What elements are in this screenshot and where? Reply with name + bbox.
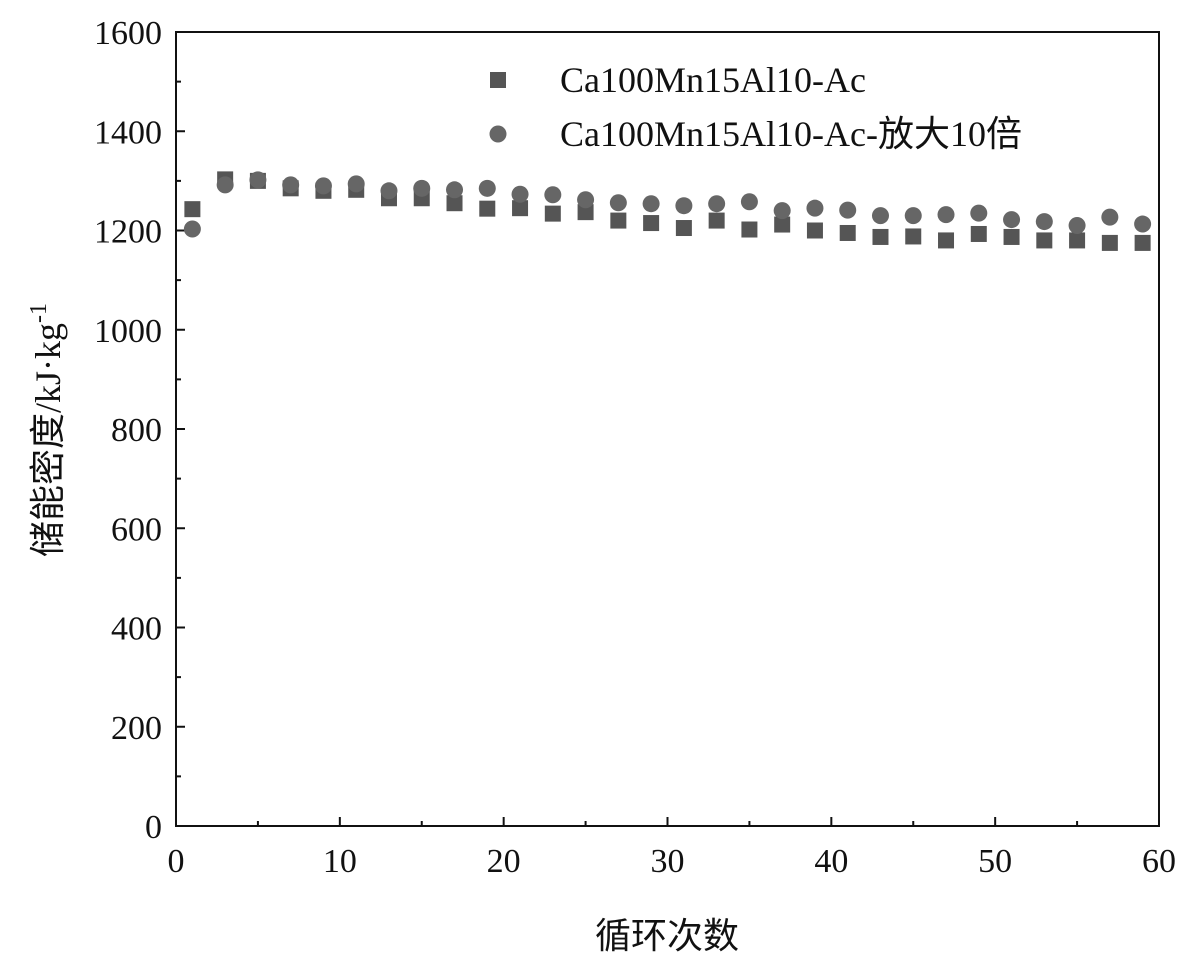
circle-point [314, 177, 332, 195]
circle-point [413, 179, 431, 197]
circle-point [1068, 217, 1086, 235]
x-tick-label: 30 [651, 843, 685, 880]
square-point [1003, 228, 1020, 245]
y-tick-label: 0 [145, 809, 162, 846]
circle-point [183, 220, 201, 238]
circle-point [577, 191, 595, 209]
square-point [970, 225, 987, 242]
circle-point [282, 176, 300, 194]
square-point [643, 215, 660, 232]
legend: Ca100Mn15Al10-Ac Ca100Mn15Al10-Ac-放大10倍 [489, 60, 1022, 154]
circle-point [1101, 208, 1119, 226]
y-tick-label: 800 [111, 412, 162, 449]
circle-point [871, 207, 889, 225]
square-point [938, 232, 955, 249]
square-point [479, 200, 496, 217]
square-point [544, 205, 561, 222]
square-point [708, 212, 725, 229]
y-axis-title: 储能密度/kJ·kg-1 [26, 303, 68, 557]
x-tick-label: 60 [1142, 843, 1176, 880]
square-point [1134, 234, 1151, 251]
y-tick-label: 200 [111, 710, 162, 747]
square-point [1036, 232, 1053, 249]
circle-point [773, 202, 791, 220]
circle-point [216, 176, 234, 194]
circle-point [740, 193, 758, 211]
square-point [446, 195, 463, 212]
y-axis-title-main: 储能密度/kJ·kg [28, 323, 68, 557]
square-point [839, 224, 856, 241]
circle-point [904, 207, 922, 225]
circle-point [544, 186, 562, 204]
y-tick-label: 1400 [94, 114, 162, 151]
y-tick-label: 400 [111, 611, 162, 648]
y-tick-label: 1000 [94, 313, 162, 350]
x-tick-label: 40 [814, 843, 848, 880]
square-point [905, 228, 922, 245]
series-2 [183, 171, 1152, 238]
circle-point [609, 194, 627, 212]
circle-point [839, 201, 857, 219]
square-point [806, 222, 823, 239]
square-point [577, 204, 594, 221]
x-tick-label: 20 [487, 843, 521, 880]
x-tick-label: 10 [323, 843, 357, 880]
circle-point [1134, 215, 1152, 233]
data-marks [183, 171, 1152, 251]
y-tick-label: 1200 [94, 214, 162, 251]
circle-point [249, 171, 267, 189]
square-point [512, 200, 529, 217]
circle-point [511, 185, 529, 203]
y-tick-label: 1600 [94, 15, 162, 52]
x-axis-title: 循环次数 [595, 916, 739, 956]
legend-marker [490, 72, 506, 88]
square-point [184, 201, 201, 218]
x-tick-label: 0 [168, 843, 185, 880]
circle-point [675, 197, 693, 215]
y-tick-label: 600 [111, 511, 162, 548]
circle-point [708, 195, 726, 213]
square-point [774, 216, 791, 233]
circle-point [1003, 211, 1021, 229]
square-point [675, 220, 692, 237]
circle-point [1035, 213, 1053, 231]
square-point [872, 228, 889, 245]
legend-label: Ca100Mn15Al10-Ac-放大10倍 [560, 114, 1022, 154]
circle-point [937, 206, 955, 224]
circle-point [380, 182, 398, 200]
circle-point [446, 181, 464, 199]
circle-point [478, 179, 496, 197]
square-point [741, 221, 758, 238]
circle-point [806, 199, 824, 217]
x-tick-label: 50 [978, 843, 1012, 880]
legend-label: Ca100Mn15Al10-Ac [560, 60, 866, 100]
square-point [1101, 234, 1118, 251]
ticks: 0 200 400 600 800 1000 1200 1400 1600 0 10 20 30 40 50… [94, 15, 1176, 880]
square-point [610, 212, 627, 229]
circle-point [347, 175, 365, 193]
circle-point [970, 204, 988, 222]
y-axis-title-sup: -1 [26, 303, 52, 323]
legend-marker [489, 125, 507, 143]
square-point [1069, 232, 1086, 249]
circle-point [642, 195, 660, 213]
